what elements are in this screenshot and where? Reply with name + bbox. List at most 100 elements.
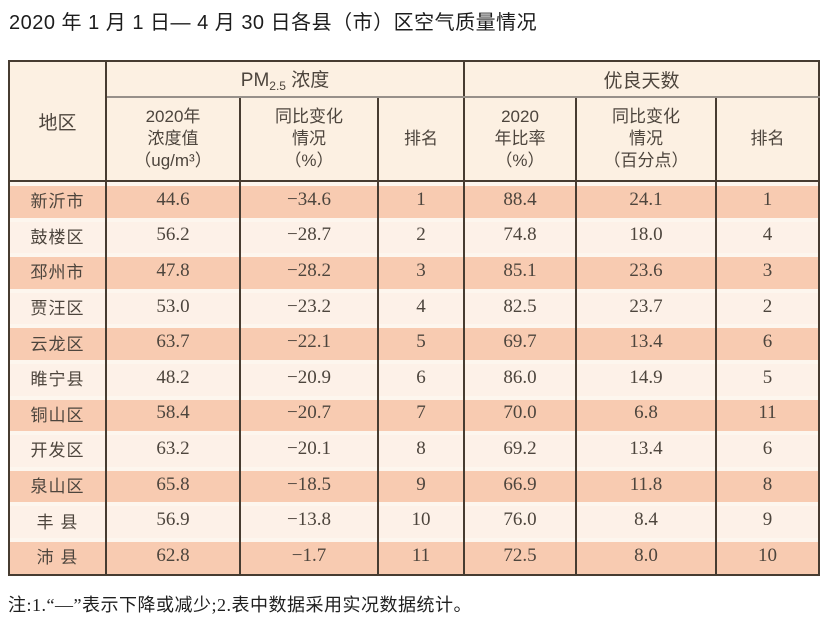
pm-rank-cell: 2 — [377, 217, 465, 254]
table-row: 丰 县 56.9 −13.8 10 76.0 8.4 9 — [8, 502, 821, 538]
pm-value-cell: 53.0 — [105, 288, 241, 325]
pm25-label-subscript: 2.5 — [269, 79, 286, 93]
good-rate-cell: 76.0 — [463, 502, 577, 538]
good-change-cell: 13.4 — [575, 324, 717, 360]
good-rate-cell: 72.5 — [463, 537, 577, 575]
good-change-cell: 8.4 — [575, 502, 717, 538]
good-change-cell: 14.9 — [575, 359, 717, 396]
pm-change-cell: −18.5 — [239, 466, 379, 503]
good-change-cell: 13.4 — [575, 431, 717, 467]
table-body: 新沂市 44.6 −34.6 1 88.4 24.1 1 鼓楼区 56.2 −2… — [8, 181, 821, 575]
pm-rank-cell: 9 — [377, 466, 465, 503]
pm-change-cell: −20.9 — [239, 359, 379, 396]
table-row: 鼓楼区 56.2 −28.7 2 74.8 18.0 4 — [8, 217, 821, 254]
good-rate-cell: 70.0 — [463, 395, 577, 432]
group-header-row: 地区 PM2.5 浓度 优良天数 — [8, 61, 821, 182]
air-quality-table: 地区 PM2.5 浓度 优良天数 2020年 浓度值 （ug/m³） 同比变化 … — [8, 60, 821, 576]
region-cell: 铜山区 — [8, 395, 107, 432]
good-rank-cell: 5 — [714, 359, 821, 396]
pm-value-cell: 48.2 — [105, 359, 241, 396]
good-rate-cell: 82.5 — [463, 288, 577, 325]
pm-change-cell: −28.2 — [239, 253, 379, 289]
table-header: 地区 PM2.5 浓度 优良天数 2020年 浓度值 （ug/m³） 同比变化 … — [8, 61, 821, 182]
pm25-label-prefix: PM — [240, 70, 270, 91]
good-change-column-header: 同比变化 情况 （百分点） — [575, 97, 717, 182]
pm-rank-cell: 1 — [377, 181, 465, 218]
table-row: 邳州市 47.8 −28.2 3 85.1 23.6 3 — [8, 253, 821, 289]
pm-change-cell: −34.6 — [239, 181, 379, 218]
region-column-header: 地区 — [8, 61, 107, 182]
good-rate-cell: 85.1 — [463, 253, 577, 289]
pm-rank-cell: 11 — [377, 537, 465, 575]
table-row: 泉山区 65.8 −18.5 9 66.9 11.8 8 — [8, 466, 821, 503]
pm-change-cell: −28.7 — [239, 217, 379, 254]
good-rank-cell: 10 — [714, 537, 821, 575]
good-rank-cell: 9 — [714, 502, 821, 538]
good-rate-cell: 66.9 — [463, 466, 577, 503]
good-change-cell: 18.0 — [575, 217, 717, 254]
good-change-cell: 23.6 — [575, 253, 717, 289]
good-change-cell: 11.8 — [575, 466, 717, 503]
region-cell: 开发区 — [8, 431, 107, 467]
pm-change-cell: −20.7 — [239, 395, 379, 432]
pm-rank-cell: 5 — [377, 324, 465, 360]
pm-rank-cell: 8 — [377, 431, 465, 467]
sub-header-row: 2020年 浓度值 （ug/m³） 同比变化 情况 （%） 排名 2020 年比… — [9, 97, 821, 182]
good-change-cell: 6.8 — [575, 395, 717, 432]
region-cell: 睢宁县 — [8, 359, 107, 396]
good-rate-cell: 69.2 — [463, 431, 577, 467]
pm-value-cell: 56.9 — [105, 502, 241, 538]
pm-rank-cell: 6 — [377, 359, 465, 396]
table-row: 铜山区 58.4 −20.7 7 70.0 6.8 11 — [8, 395, 821, 432]
pm-value-cell: 63.7 — [105, 324, 241, 360]
good-rank-cell: 6 — [714, 324, 821, 360]
good-rank-column-header: 排名 — [714, 97, 821, 182]
good-change-cell: 8.0 — [575, 537, 717, 575]
table-row: 睢宁县 48.2 −20.9 6 86.0 14.9 5 — [8, 359, 821, 396]
pm-rank-cell: 7 — [377, 395, 465, 432]
pm-change-cell: −23.2 — [239, 288, 379, 325]
pm-value-cell: 56.2 — [105, 217, 241, 254]
table-row: 开发区 63.2 −20.1 8 69.2 13.4 6 — [8, 431, 821, 467]
region-cell: 贾汪区 — [8, 288, 107, 325]
region-cell: 云龙区 — [8, 324, 107, 360]
pm-rank-cell: 4 — [377, 288, 465, 325]
region-cell: 鼓楼区 — [8, 217, 107, 254]
good-rate-cell: 86.0 — [463, 359, 577, 396]
pm-value-cell: 63.2 — [105, 431, 241, 467]
pm-change-cell: −20.1 — [239, 431, 379, 467]
good-rank-cell: 8 — [714, 466, 821, 503]
good-rank-cell: 1 — [714, 181, 821, 218]
pm-change-cell: −13.8 — [239, 502, 379, 538]
good-change-cell: 23.7 — [575, 288, 717, 325]
good-rank-cell: 3 — [714, 253, 821, 289]
region-cell: 邳州市 — [8, 253, 107, 289]
good-days-group-header: 优良天数 — [462, 61, 821, 98]
pm25-group-header: PM2.5 浓度 — [105, 61, 465, 98]
good-rate-cell: 74.8 — [463, 217, 577, 254]
good-rank-cell: 4 — [714, 217, 821, 254]
pm25-label-suffix: 浓度 — [285, 70, 330, 91]
pm-rank-column-header: 排名 — [377, 97, 465, 182]
page-title: 2020 年 1 月 1 日— 4 月 30 日各县（市）区空气质量情况 — [9, 12, 538, 34]
pm-value-cell: 47.8 — [105, 253, 241, 289]
good-rate-cell: 69.7 — [463, 324, 577, 360]
page: 2020 年 1 月 1 日— 4 月 30 日各县（市）区空气质量情况 地区 … — [0, 10, 825, 620]
table-row: 贾汪区 53.0 −23.2 4 82.5 23.7 2 — [8, 288, 821, 325]
pm-change-cell: −1.7 — [239, 537, 379, 575]
pm-value-cell: 62.8 — [105, 537, 241, 575]
good-rate-column-header: 2020 年比率 （%） — [463, 97, 577, 182]
footnote: 注:1.“—”表示下降或减少;2.表中数据采用实况数据统计。 — [8, 594, 472, 615]
pm-change-cell: −22.1 — [239, 324, 379, 360]
table-row: 云龙区 63.7 −22.1 5 69.7 13.4 6 — [8, 324, 821, 360]
region-cell: 新沂市 — [8, 181, 107, 218]
region-cell: 沛 县 — [8, 537, 107, 575]
pm-value-cell: 65.8 — [105, 466, 241, 503]
good-rank-cell: 11 — [714, 395, 821, 432]
region-cell: 泉山区 — [8, 466, 107, 503]
good-change-cell: 24.1 — [575, 181, 717, 218]
table-row: 沛 县 62.8 −1.7 11 72.5 8.0 10 — [8, 537, 821, 575]
region-cell: 丰 县 — [8, 502, 107, 538]
good-rate-cell: 88.4 — [463, 181, 577, 218]
good-rank-cell: 2 — [714, 288, 821, 325]
